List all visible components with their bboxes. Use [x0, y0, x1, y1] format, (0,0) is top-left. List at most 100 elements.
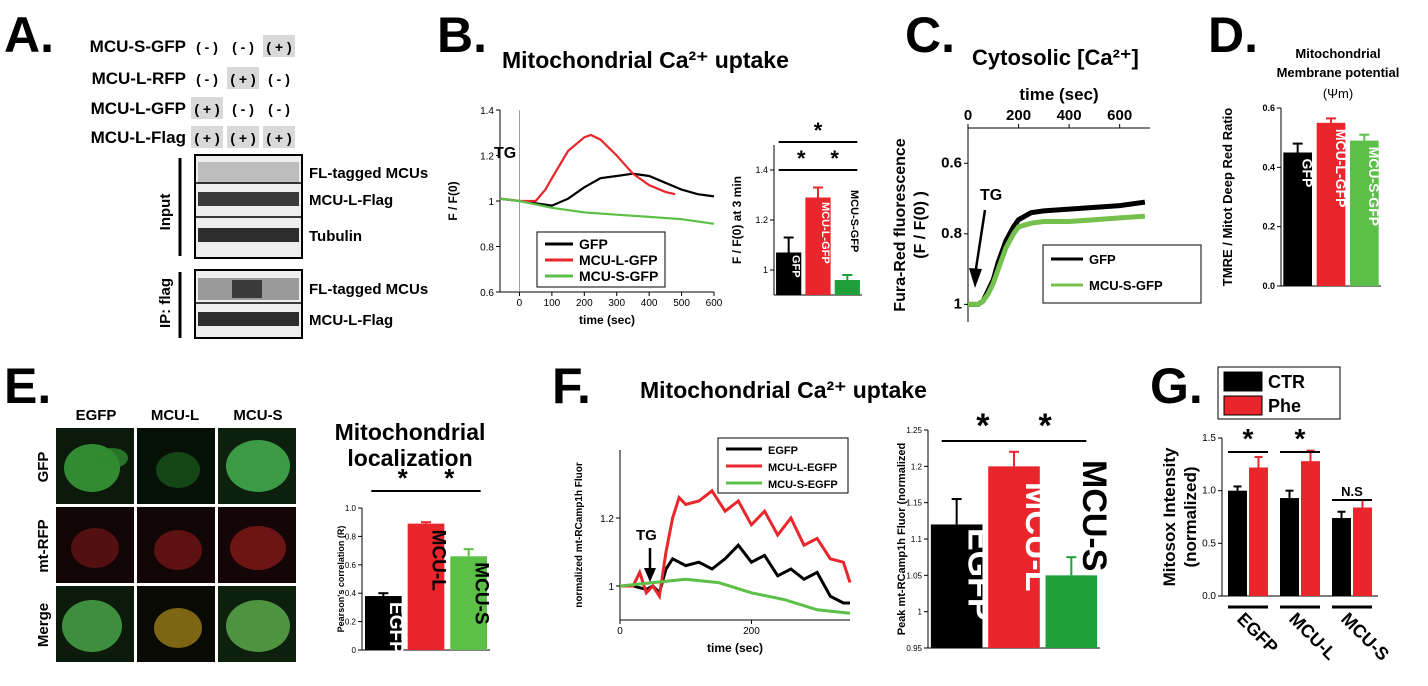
chart-e-bar: 0 0.2 0.4 0.6 0.8 1.0 EGFP MCU-L MCU-S Pearson's … [336, 463, 491, 655]
y-tick-label: 1.5 [1202, 433, 1216, 444]
blot-band-flag-input [198, 192, 299, 206]
x-axis-label: time (sec) [707, 641, 763, 655]
series-line-mcu-s-gfp [499, 197, 715, 225]
series-line-mcu-l-egfp [620, 488, 852, 601]
y-tick-label: 0.8 [941, 225, 962, 242]
y-tick-label: 0.0 [1202, 591, 1216, 602]
row-label: mt-RFP [35, 519, 52, 572]
significance-mark: * [830, 146, 839, 171]
y-tick-label: 0.4 [1262, 162, 1275, 172]
category-label: MCU-S [1337, 609, 1393, 665]
series-line-mcu-s-egfp [619, 577, 851, 615]
y-axis-label: Mitosox Intensity [1160, 447, 1179, 586]
bar-label: GFP [1300, 159, 1316, 188]
y-tick-label: 0.5 [1202, 538, 1216, 549]
tg-arrow [973, 209, 987, 276]
panel-d-letter: D. [1208, 7, 1258, 63]
x-tick-label: 0 [517, 298, 523, 309]
x-tick-label: 400 [1057, 107, 1082, 124]
y-axis-label: Pearson's correlation (R) [336, 526, 346, 633]
blot-band-flag-ip [198, 312, 299, 326]
chart-c-line: 0.6 0.8 1 0 200 400 600 time (sec) Fura-Red fluo… [892, 85, 1202, 322]
bar-label: MCU-S-GFP [848, 190, 860, 252]
y-tick-label: 0.2 [345, 618, 357, 627]
bar-mcu-l-gfp [1316, 122, 1346, 286]
panel-f-title: Mitochondrial Ca²⁺ uptake [640, 377, 927, 403]
condition-mark: ( - ) [268, 71, 290, 87]
col-label: MCU-L [151, 407, 199, 424]
condition-mark: ( - ) [268, 101, 290, 117]
y-axis-label: (F / F(0) ) [912, 191, 929, 259]
significance-mark: * [1039, 407, 1053, 445]
blot-label: FL-tagged MCUs [309, 165, 428, 182]
tg-label: TG [980, 187, 1002, 204]
panel-g-letter: G. [1150, 358, 1203, 414]
col-label: MCU-S [233, 407, 282, 424]
y-axis-label: TMRE / Mitot Deep Red Ratio [1220, 108, 1235, 286]
y-tick-label: 0.95 [906, 644, 922, 653]
condition-highlight [227, 126, 259, 148]
x-tick-label: 200 [1006, 107, 1031, 124]
condition-label: MCU-L-Flag [91, 128, 186, 147]
panel-c-title: Cytosolic [Ca²⁺] [972, 45, 1139, 70]
y-tick-label: 1 [608, 582, 614, 593]
condition-label: MCU-L-GFP [91, 99, 186, 118]
condition-highlight [227, 67, 259, 89]
condition-mark: ( + ) [230, 71, 255, 87]
condition-mark: ( + ) [194, 130, 219, 146]
condition-mark: ( + ) [266, 39, 291, 55]
significance-mark: N.S [1341, 484, 1363, 499]
condition-highlight [263, 126, 295, 148]
legend-label: MCU-S-EGFP [768, 479, 838, 491]
significance-mark: * [444, 463, 455, 493]
panel-a-conditions: MCU-S-GFP ( - ) ( - ) ( + ) MCU-L-RFP ( - ) ( … [90, 35, 295, 148]
y-axis-label: Fura-Red fluorescence [892, 138, 909, 311]
chart-d-bar: 0.0 0.2 0.4 0.6 GFP MCU-L-GFP MCU-S-GFP TMRE / … [1220, 103, 1382, 291]
y-tick-label: 0.6 [1262, 103, 1275, 113]
y-tick-label: 1.15 [906, 499, 922, 508]
bar-label: MCU-S-GFP [1366, 147, 1382, 226]
panel-b-title: Mitochondrial Ca²⁺ uptake [502, 47, 789, 73]
y-axis-label: (normalized) [1181, 466, 1200, 567]
y-tick-label: 1.0 [1202, 486, 1216, 497]
y-tick-label: 1 [918, 608, 923, 617]
y-tick-label: 0.2 [1262, 222, 1275, 232]
legend-label: Phe [1268, 396, 1301, 416]
y-tick-label: 1.4 [480, 106, 494, 117]
chart-f-line: 1 1.2 0 200 time (sec) normalized mt-RCamp1h … [574, 437, 852, 655]
bar-mcu-s [450, 556, 488, 650]
series-line-mcu-l-gfp [499, 133, 676, 203]
x-tick-label: 200 [576, 298, 593, 309]
legend-label: GFP [1089, 252, 1116, 267]
bar-label: EGFP [385, 602, 406, 654]
y-tick-label: 0.8 [345, 532, 357, 541]
panel-e-chart-title: Mitochondrial [335, 419, 486, 445]
micrograph-grid: EGFP MCU-L MCU-S GFP mt-RFP Merge [35, 407, 296, 662]
bar-mcu-l [988, 466, 1040, 648]
ip-flag-label: IP: flag [157, 278, 174, 328]
y-tick-label: 1 [954, 295, 962, 312]
panel-e-chart-title: localization [347, 445, 472, 471]
bar-egfp [364, 596, 402, 650]
tg-label: TG [494, 145, 516, 162]
panel-d-title: (Ψm) [1323, 86, 1353, 101]
panel-a-letter: A. [4, 7, 54, 63]
condition-highlight [191, 126, 223, 148]
bar-egfp [930, 524, 983, 648]
bar-phe-mcu-s [1353, 507, 1372, 596]
category-label: EGFP [1233, 609, 1282, 658]
legend-label: EGFP [768, 445, 798, 457]
x-tick-label: 0 [617, 626, 623, 637]
y-tick-label: 1.2 [480, 152, 494, 163]
significance-mark: * [797, 146, 806, 171]
bar-ctr-mcu-l [1280, 498, 1299, 596]
chart-b-line: 0.6 0.8 1 1.2 1.4 0 100 200 300 400 500 600 time (se… [446, 106, 723, 327]
condition-mark: ( - ) [196, 39, 218, 55]
bar-mcu-s-gfp [834, 280, 860, 295]
y-axis-label: Peak mt-RCamp1h Fluor (normalized [896, 443, 908, 636]
blot-label: FL-tagged MCUs [309, 281, 428, 298]
significance-mark: * [398, 463, 409, 493]
panel-d-title: Mitochondrial [1295, 46, 1380, 61]
